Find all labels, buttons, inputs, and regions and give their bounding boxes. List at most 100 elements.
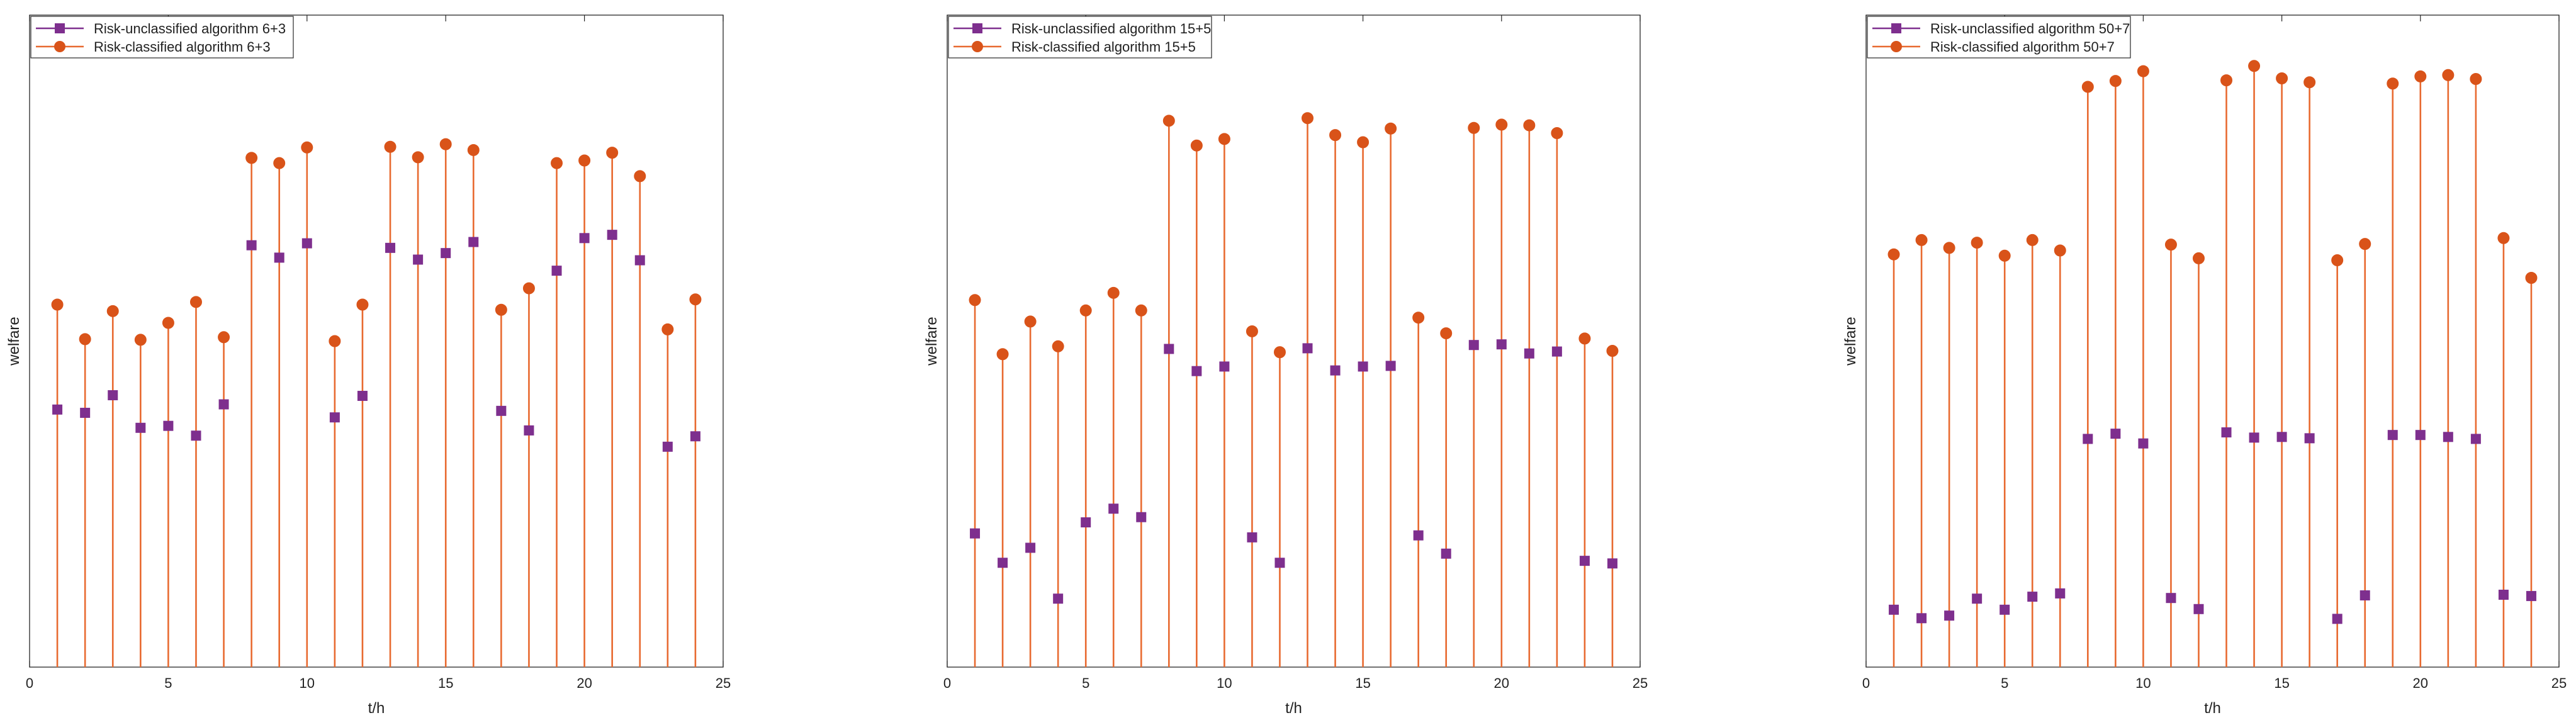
unclassified-point — [1999, 604, 2010, 615]
classified-point — [969, 294, 981, 306]
unclassified-point — [2249, 432, 2259, 443]
unclassified-point — [551, 266, 562, 276]
legend-marker-classified — [972, 41, 983, 52]
classified-point — [634, 170, 646, 183]
classified-point — [1079, 304, 1092, 317]
x-tick-label: 10 — [300, 675, 315, 691]
classified-point — [2248, 60, 2261, 72]
unclassified-point — [2166, 593, 2176, 604]
classified-point — [2081, 81, 2094, 93]
classified-point — [1357, 136, 1370, 149]
unclassified-point — [1496, 339, 1507, 350]
x-tick-label: 0 — [26, 675, 33, 691]
x-tick-label: 15 — [2274, 675, 2289, 691]
legend-label-classified: Risk-classified algorithm 6+3 — [94, 39, 271, 55]
classified-point — [1135, 304, 1147, 317]
y-axis-label: welfare — [6, 317, 23, 366]
classified-point — [273, 157, 286, 169]
unclassified-point — [579, 233, 590, 244]
unclassified-point — [108, 390, 118, 400]
classified-point — [412, 151, 424, 164]
unclassified-point — [1164, 344, 1174, 354]
classified-point — [439, 138, 452, 150]
unclassified-point — [690, 431, 700, 442]
y-axis-label: welfare — [923, 317, 940, 366]
axes-box — [947, 14, 1641, 668]
unclassified-point — [2387, 430, 2398, 441]
unclassified-point — [1274, 558, 1285, 568]
unclassified-point — [1358, 361, 1368, 372]
classified-point — [689, 293, 702, 306]
unclassified-point — [2110, 429, 2121, 439]
legend-label-unclassified: Risk-unclassified algorithm 6+3 — [94, 21, 286, 37]
classified-point — [2331, 254, 2344, 267]
unclassified-point — [1579, 556, 1590, 566]
chart-6-3: 0 5 10 15 20 25 t/h welfare Risk-unclassified al… — [6, 14, 731, 717]
classified-point — [1162, 115, 1175, 127]
classified-point — [134, 334, 147, 346]
classified-point — [1329, 129, 1342, 142]
legend-box — [1867, 16, 2131, 59]
unclassified-point — [1385, 361, 1396, 371]
x-tick-label: 25 — [2551, 675, 2567, 691]
classified-point — [1551, 127, 1563, 140]
classified-point — [551, 157, 563, 169]
classified-point — [2137, 65, 2149, 77]
chart-50-7: 0 5 10 15 20 25 t/h welfare Risk-unclassified al… — [1842, 14, 2567, 717]
unclassified-point — [1136, 512, 1147, 522]
unclassified-point — [2055, 588, 2066, 599]
classified-point — [606, 147, 619, 159]
legend-marker-unclassified — [55, 23, 65, 33]
legend-label-unclassified: Risk-unclassified algorithm 50+7 — [1930, 21, 2130, 37]
unclassified-point — [634, 255, 645, 266]
classified-point — [2525, 272, 2538, 284]
unclassified-point — [468, 237, 479, 247]
classified-point — [2497, 232, 2510, 244]
classified-point — [1606, 345, 1619, 357]
classified-point — [2192, 252, 2205, 264]
classified-point — [1024, 315, 1037, 328]
classified-point — [1302, 112, 1314, 125]
classified-point — [162, 317, 174, 329]
unclassified-point — [1607, 558, 1617, 569]
classified-point — [1523, 119, 1536, 132]
legend-marker-unclassified — [972, 23, 982, 33]
classified-point — [384, 140, 397, 153]
classified-point — [1218, 133, 1230, 145]
unclassified-point — [1944, 610, 1955, 621]
unclassified-point — [2138, 438, 2149, 449]
unclassified-point — [1889, 604, 1899, 615]
unclassified-point — [2415, 430, 2426, 441]
classified-point — [2220, 74, 2233, 87]
x-tick-label: 25 — [716, 675, 731, 691]
unclassified-point — [52, 404, 63, 415]
y-axis-label: welfare — [1842, 317, 1859, 366]
unclassified-point — [413, 254, 424, 265]
unclassified-point — [524, 425, 534, 436]
unclassified-point — [2304, 433, 2315, 444]
legend-marker-classified — [54, 41, 65, 52]
classified-point — [1495, 118, 1508, 131]
classified-point — [1578, 332, 1591, 345]
unclassified-point — [2332, 614, 2343, 624]
classified-point — [1246, 325, 1258, 337]
legend-label-classified: Risk-classified algorithm 15+5 — [1011, 39, 1196, 55]
classified-point — [1440, 327, 1453, 340]
classified-point — [1971, 237, 1983, 249]
axes-box — [29, 14, 724, 668]
unclassified-point — [1441, 548, 1451, 559]
classified-point — [2276, 72, 2288, 84]
classified-point — [2026, 233, 2039, 246]
classified-point — [495, 303, 507, 316]
unclassified-point — [1551, 346, 1562, 357]
unclassified-point — [1524, 348, 1534, 359]
classified-point — [1468, 121, 1480, 134]
unclassified-point — [1302, 343, 1313, 354]
unclassified-point — [1916, 613, 1927, 624]
classified-point — [51, 298, 64, 311]
unclassified-point — [1413, 530, 1424, 541]
legend-box — [30, 16, 294, 59]
classified-point — [79, 333, 91, 346]
